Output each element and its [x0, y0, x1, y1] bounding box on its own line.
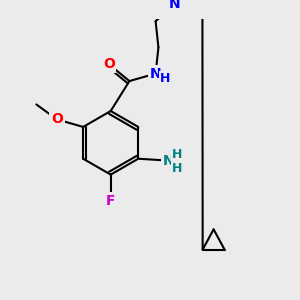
Text: H: H [171, 162, 182, 175]
Text: H: H [171, 148, 182, 160]
Text: N: N [162, 154, 174, 168]
Text: N: N [169, 0, 180, 11]
Text: N: N [150, 67, 161, 81]
Text: H: H [160, 72, 170, 85]
Text: O: O [51, 112, 63, 126]
Text: O: O [103, 57, 115, 71]
Text: F: F [106, 194, 116, 208]
